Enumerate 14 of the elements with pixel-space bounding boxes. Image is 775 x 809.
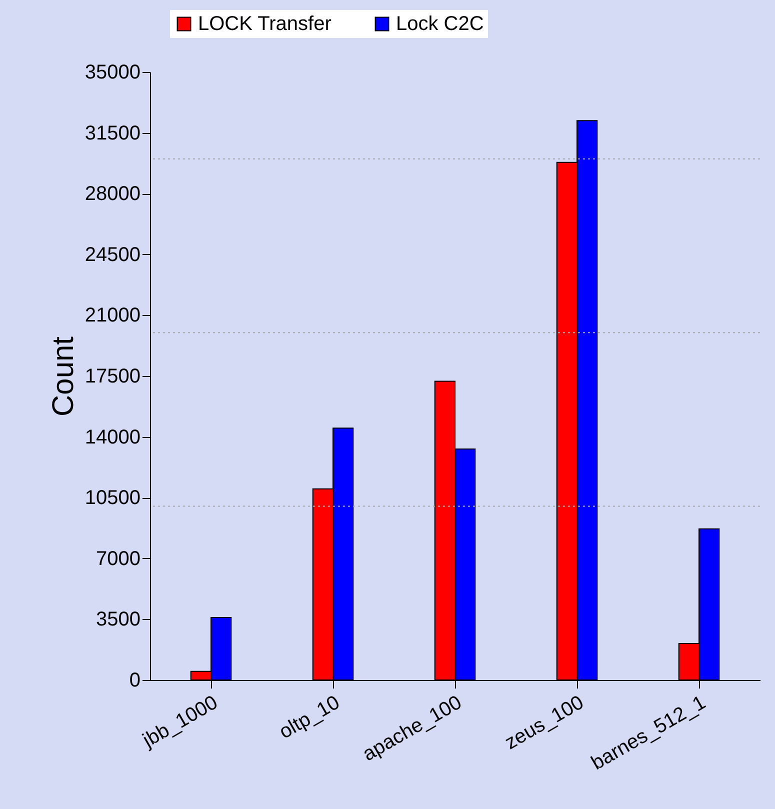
y-tick-label: 24500	[84, 244, 140, 266]
y-tick-label: 35000	[84, 62, 140, 84]
y-axis-title: Count	[46, 336, 80, 417]
y-tick-label: 10500	[84, 487, 140, 510]
legend-label: LOCK Transfer	[198, 13, 332, 35]
y-tick-label: 31500	[84, 122, 140, 144]
legend-label: Lock C2C	[396, 13, 484, 35]
y-tick-label: 0	[129, 670, 140, 692]
y-tick-label: 3500	[96, 608, 140, 631]
y-tick-label: 7000	[96, 548, 140, 570]
y-tick-label: 17500	[84, 366, 140, 388]
y-tick-label: 14000	[84, 426, 140, 448]
y-tick-label: 21000	[84, 304, 140, 327]
y-tick-label: 28000	[84, 183, 140, 206]
